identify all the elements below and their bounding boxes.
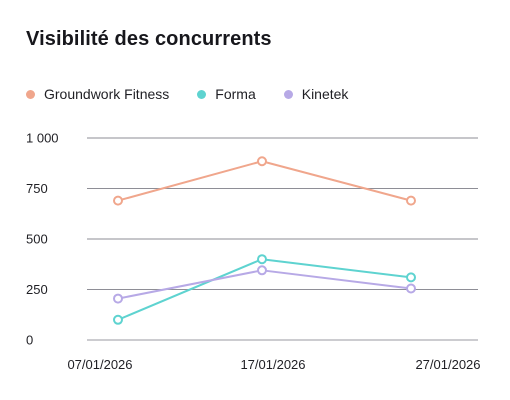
- x-tick-label: 07/01/2026: [67, 357, 132, 372]
- data-point[interactable]: [257, 265, 267, 276]
- legend-swatch-groundwork-fitness: [26, 89, 35, 99]
- data-point[interactable]: [406, 195, 416, 206]
- y-tick-label: 1 000: [26, 131, 59, 146]
- data-point[interactable]: [257, 254, 267, 265]
- x-tick-label: 27/01/2026: [415, 357, 480, 372]
- data-point[interactable]: [113, 195, 123, 206]
- data-point[interactable]: [113, 314, 123, 325]
- data-point[interactable]: [257, 156, 267, 167]
- legend-item-forma[interactable]: Forma: [197, 86, 256, 102]
- y-tick-label: 250: [26, 282, 48, 297]
- data-point[interactable]: [406, 272, 416, 283]
- x-tick-label: 17/01/2026: [240, 357, 305, 372]
- y-tick-label: 500: [26, 232, 48, 247]
- grid-lines: [87, 137, 478, 341]
- legend-item-kinetek[interactable]: Kinetek: [283, 86, 349, 102]
- series-points: [113, 156, 416, 325]
- x-axis-tick-labels: 07/01/2026 17/01/2026 27/01/2026: [67, 357, 480, 372]
- legend-label-forma: Forma: [215, 86, 256, 102]
- y-tick-label: 750: [26, 181, 48, 196]
- series-lines: [117, 160, 412, 321]
- legend-label-kinetek: Kinetek: [301, 86, 349, 102]
- data-point[interactable]: [113, 293, 123, 304]
- legend-label-groundwork-fitness: Groundwork Fitness: [44, 86, 170, 102]
- legend-swatch-kinetek: [283, 89, 293, 99]
- chart-legend: Groundwork Fitness Forma Kinetek: [26, 84, 348, 104]
- y-tick-label: 0: [26, 333, 33, 348]
- series-line-groundwork-fitness: [117, 160, 412, 202]
- legend-swatch-forma: [197, 89, 207, 99]
- data-point[interactable]: [406, 283, 416, 294]
- chart-title: Visibilité des concurrents: [26, 28, 272, 50]
- legend-item-groundwork-fitness[interactable]: Groundwork Fitness: [26, 86, 169, 102]
- y-axis-tick-labels: 0 250 500 750 1 000: [26, 131, 59, 348]
